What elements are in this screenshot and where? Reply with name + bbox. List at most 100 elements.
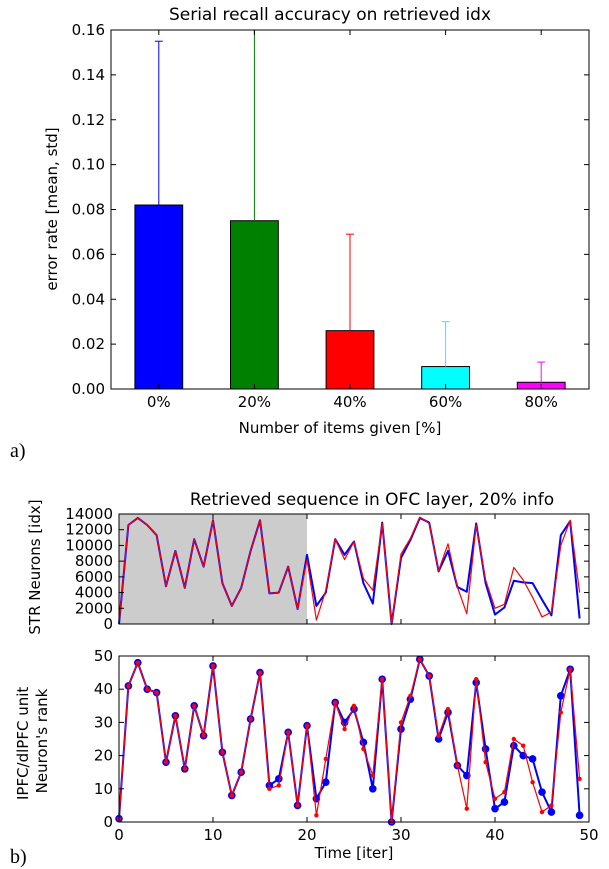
series-0-point-39 bbox=[481, 745, 490, 753]
series-1-point-44 bbox=[530, 779, 535, 785]
series-1-point-23 bbox=[333, 700, 338, 705]
chart-b2-ylabel-line1: IPFC/dlPFC unit bbox=[14, 687, 32, 800]
x-tick-label-4: 40 bbox=[485, 826, 504, 844]
x-tick-label-2: 40% bbox=[333, 393, 366, 411]
series-1-point-1 bbox=[126, 683, 131, 689]
panel-label-b: b) bbox=[10, 846, 27, 868]
chart-b2-ylabel-line2: Neuron's rank bbox=[33, 688, 51, 793]
y-tick-label-3: 0.06 bbox=[72, 245, 105, 263]
chart-b2-xlabel: Time [iter] bbox=[314, 844, 394, 862]
series-1-point-45 bbox=[539, 809, 545, 815]
series-1-point-19 bbox=[295, 803, 300, 808]
y-tick-label-6: 12000 bbox=[65, 521, 113, 539]
y-tick-label-3: 30 bbox=[94, 713, 113, 731]
series-1-point-49 bbox=[577, 776, 582, 782]
series-1-point-36 bbox=[455, 763, 460, 768]
y-tick-label-2: 4000 bbox=[75, 584, 113, 602]
series-1-point-22 bbox=[323, 756, 328, 762]
y-tick-label-0: 0 bbox=[103, 813, 113, 831]
series-0-point-30 bbox=[397, 725, 405, 733]
series-0-point-34 bbox=[434, 735, 443, 743]
series-1-point-35 bbox=[445, 706, 451, 712]
series-1-point-20 bbox=[304, 723, 310, 728]
series-1-point-15 bbox=[257, 670, 263, 675]
shaded-region bbox=[119, 514, 307, 624]
series-1-point-41 bbox=[502, 789, 507, 795]
axes-frame bbox=[118, 513, 590, 625]
axes-frame-a bbox=[110, 29, 590, 390]
chart-a-plot: 0% 20% 40% 60% 80% 0.00 0.02 0.04 0.06 0.08 0.10 0.… bbox=[72, 21, 590, 411]
series-1-point-7 bbox=[182, 766, 187, 772]
series-1-point-34 bbox=[436, 733, 441, 738]
series-0-point-17 bbox=[275, 775, 283, 783]
x-tick-label-5: 50 bbox=[579, 826, 598, 844]
x-tick-label-3: 30 bbox=[391, 826, 410, 844]
series-0-point-40 bbox=[491, 804, 499, 813]
series-1-point-40 bbox=[492, 796, 498, 801]
series-1-point-26 bbox=[361, 746, 366, 752]
series-0-point-49 bbox=[575, 811, 584, 820]
bar-0 bbox=[134, 204, 184, 390]
series-1-point-2 bbox=[135, 660, 140, 665]
chart-a-xlabel: Number of items given [%] bbox=[239, 419, 442, 437]
series-1-point-28 bbox=[380, 677, 385, 682]
y-tick-label-1: 2000 bbox=[75, 599, 113, 617]
x-tick-label-0: 0 bbox=[114, 826, 124, 844]
series-0-point-22 bbox=[322, 778, 330, 786]
panel-label-a: a) bbox=[10, 440, 26, 462]
series-1-point-14 bbox=[248, 716, 253, 722]
series-1-point-33 bbox=[427, 673, 432, 679]
y-tick-label-5: 0.10 bbox=[72, 156, 105, 174]
series-0-point-47 bbox=[557, 692, 565, 700]
series-0-point-45 bbox=[538, 788, 546, 796]
series-1-point-39 bbox=[483, 760, 488, 765]
series-1-point-4 bbox=[154, 690, 159, 695]
y-tick-label-7: 14000 bbox=[65, 505, 113, 523]
y-tick-label-3: 6000 bbox=[75, 568, 113, 586]
series-0-point-44 bbox=[528, 755, 537, 763]
chart-b2-plot: 0 10 20 30 40 50 0 10 20 30 40 50 bbox=[94, 647, 599, 844]
y-tick-label-4: 0.08 bbox=[72, 201, 105, 219]
series-1-point-31 bbox=[408, 693, 413, 699]
y-tick-label-7: 0.14 bbox=[72, 66, 105, 84]
series-1-point-6 bbox=[173, 713, 178, 718]
x-tick-label-1: 20% bbox=[238, 393, 271, 411]
chart-b2-ylabel: IPFC/dlPFC unit Neuron's rank bbox=[14, 682, 51, 800]
series-1-point-32 bbox=[417, 657, 422, 662]
series-1-point-42 bbox=[511, 736, 516, 742]
y-tick-label-5: 50 bbox=[94, 647, 113, 665]
series-0-point-26 bbox=[359, 738, 368, 747]
y-tick-label-6: 0.12 bbox=[72, 111, 105, 129]
series-1-point-47 bbox=[558, 710, 563, 715]
chart-a-title: Serial recall accuracy on retrieved idx bbox=[169, 5, 491, 25]
x-tick-label-0: 0% bbox=[147, 393, 171, 411]
axes-frame bbox=[118, 655, 590, 823]
series-1-point-10 bbox=[210, 663, 216, 669]
series-line-0 bbox=[118, 658, 581, 823]
panel-b-bottom: 0 10 20 30 40 50 0 10 20 30 40 50 Time [iter] IPFC/… bbox=[10, 647, 599, 868]
x-tick-label-1: 10 bbox=[203, 826, 222, 844]
y-tick-label-4: 8000 bbox=[75, 552, 113, 570]
series-1-point-12 bbox=[229, 793, 234, 798]
series-1-point-11 bbox=[220, 750, 225, 755]
chart-b1-ylabel: STR Neurons [idx] bbox=[26, 499, 44, 634]
series-1-point-13 bbox=[239, 770, 244, 775]
series-1-point-17 bbox=[276, 783, 281, 788]
series-1-point-48 bbox=[568, 667, 573, 672]
series-1-point-38 bbox=[474, 677, 479, 682]
series-1-point-30 bbox=[398, 720, 404, 725]
series-1-point-18 bbox=[286, 730, 291, 735]
series-0-point-27 bbox=[369, 785, 377, 793]
y-tick-label-0: 0.00 bbox=[72, 380, 105, 398]
y-tick-label-1: 10 bbox=[94, 780, 113, 798]
series-1-point-3 bbox=[145, 687, 150, 692]
y-tick-label-5: 10000 bbox=[65, 536, 113, 554]
series-1-point-43 bbox=[521, 743, 526, 748]
series-0-point-42 bbox=[510, 741, 518, 750]
x-tick-label-2: 20 bbox=[297, 826, 316, 844]
series-1-point-27 bbox=[370, 773, 375, 778]
x-tick-label-4: 80% bbox=[525, 393, 558, 411]
series-1-point-37 bbox=[464, 806, 469, 811]
